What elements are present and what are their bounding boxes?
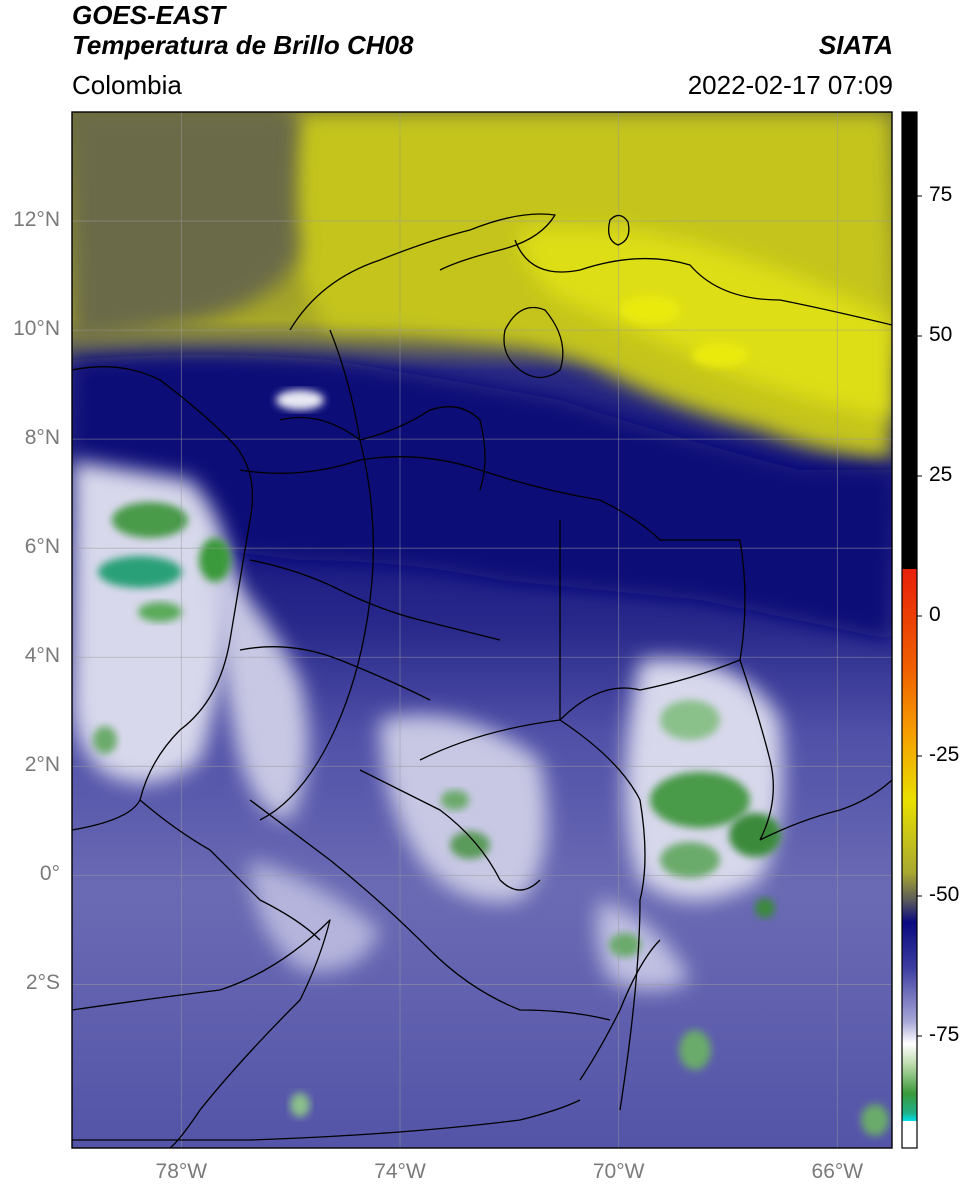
lat-tick-label: 2°S xyxy=(25,971,60,995)
lat-tick-label: 12°N xyxy=(13,208,60,232)
colorbar xyxy=(901,111,918,1149)
graticule xyxy=(72,112,892,1148)
colorbar-tick-label: 0 xyxy=(929,603,941,626)
product-title: Temperatura de Brillo CH08 xyxy=(72,30,414,60)
lat-tick-label: 6°N xyxy=(24,535,60,559)
colorbar-tick-label: -75 xyxy=(929,1023,960,1046)
satellite-field xyxy=(72,112,892,1148)
lon-tick-label: 66°W xyxy=(811,1160,864,1183)
lat-tick-label: 0° xyxy=(39,862,60,886)
lat-tick-label: 8°N xyxy=(24,426,60,450)
colorbar-warm-segment xyxy=(902,112,917,569)
timestamp-label: 2022-02-17 07:09 xyxy=(687,70,893,100)
colorbar-tick-label: 75 xyxy=(929,183,953,206)
lat-tick-label: 2°N xyxy=(24,753,60,777)
lon-tick-label: 78°W xyxy=(155,1160,208,1183)
lat-tick-label: 10°N xyxy=(13,317,60,341)
colorbar-frame xyxy=(901,111,918,1149)
lon-tick-label: 70°W xyxy=(592,1160,645,1183)
lon-tick-label: 74°W xyxy=(374,1160,426,1183)
colorbar-cold-end xyxy=(902,1121,917,1148)
satellite-title: GOES-EAST xyxy=(72,0,226,30)
lat-tick-label: 4°N xyxy=(24,644,60,668)
coastline-borders xyxy=(72,213,892,1148)
brand-label: SIATA xyxy=(818,30,893,60)
colorbar-tick-label: 50 xyxy=(929,323,953,346)
region-label: Colombia xyxy=(72,70,182,100)
colorbar-gradient xyxy=(902,569,917,1121)
colorbar-tick-label: -50 xyxy=(929,883,960,906)
map-frame xyxy=(71,111,893,1149)
colorbar-tick-label: -25 xyxy=(929,743,960,766)
colorbar-tick-label: 25 xyxy=(929,463,953,486)
